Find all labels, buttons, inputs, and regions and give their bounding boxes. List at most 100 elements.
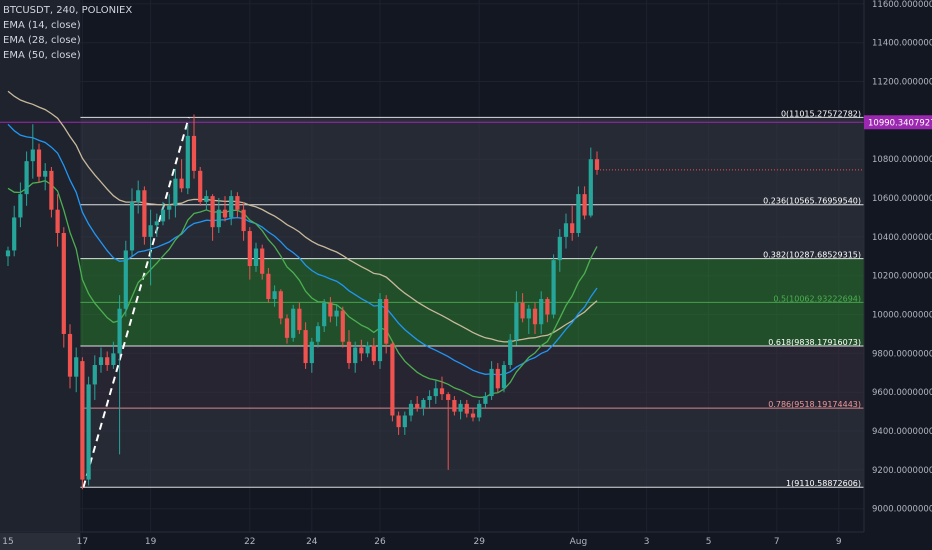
candle-body xyxy=(204,196,209,202)
candle-body xyxy=(483,396,488,404)
candle-body xyxy=(384,299,389,344)
candle-body xyxy=(520,302,525,319)
candle-body xyxy=(291,308,296,338)
candle-body xyxy=(216,209,221,228)
candle-body xyxy=(594,159,600,170)
candle-body xyxy=(198,170,203,202)
candle-body xyxy=(452,399,457,412)
candle-body xyxy=(470,413,476,418)
candle-body xyxy=(582,194,587,216)
ema-50-label[interactable]: EMA (50, close) xyxy=(3,50,81,61)
candle-body xyxy=(266,273,271,300)
candle-body xyxy=(173,178,178,206)
candle-body xyxy=(222,209,228,218)
price-tick-label: 9800.00000000 xyxy=(872,349,932,359)
price-marker-label: 10990.34079276 xyxy=(868,118,932,128)
candle-body xyxy=(18,194,23,218)
candle-body xyxy=(5,250,11,257)
candle-body xyxy=(421,399,426,408)
candle-body xyxy=(340,310,345,342)
fib-level-label: 0.786(9518.19174443) xyxy=(768,400,861,409)
time-tick-label: 3 xyxy=(644,537,650,547)
time-tick-label: 15 xyxy=(2,537,13,547)
price-tick-label: 11400.00000000 xyxy=(872,39,932,49)
candle-body xyxy=(532,308,538,325)
candle-body xyxy=(551,260,556,315)
price-tick-label: 9600.00000000 xyxy=(872,388,932,398)
candle-body xyxy=(229,196,234,218)
candle-body xyxy=(328,302,333,317)
candle-body xyxy=(322,302,327,327)
candle-body xyxy=(415,403,420,408)
price-tick-label: 9200.00000000 xyxy=(872,466,932,476)
candle-body xyxy=(36,149,42,177)
fib-zone xyxy=(80,345,864,409)
candle-body xyxy=(241,209,246,232)
fib-zone xyxy=(80,302,864,346)
fib-zone xyxy=(80,117,864,205)
ema-50-line xyxy=(7,90,598,343)
selection-shade xyxy=(0,0,81,532)
price-tick-label: 10000.00000000 xyxy=(872,311,932,321)
candle-body xyxy=(185,135,190,189)
candle-body xyxy=(136,190,141,202)
candle-body xyxy=(508,339,513,366)
candle-body xyxy=(489,368,494,397)
candle-body xyxy=(439,388,445,395)
candle-body xyxy=(154,221,159,226)
time-tick-label: 9 xyxy=(836,537,842,547)
price-marker-badge xyxy=(864,115,932,130)
candle-body xyxy=(309,341,314,364)
candle-body xyxy=(142,190,147,237)
candle-body xyxy=(371,345,376,362)
fib-trend-line xyxy=(82,117,190,488)
candle-body xyxy=(390,343,395,416)
candle-body xyxy=(80,361,85,480)
price-tick-label: 9000.00000000 xyxy=(872,505,932,515)
time-axis[interactable]: 15 17 19 22 24 26 29 Aug 3 5 7 9 xyxy=(0,531,864,550)
candle-body xyxy=(539,299,544,325)
candle-body xyxy=(396,415,401,428)
time-tick-label: 17 xyxy=(77,537,88,547)
candle-body xyxy=(427,396,432,400)
candle-body xyxy=(160,209,166,222)
candle-body xyxy=(514,302,519,340)
candle-body xyxy=(346,341,352,364)
candle-body xyxy=(297,308,302,331)
fib-zone xyxy=(80,258,864,303)
candle-body xyxy=(408,403,414,416)
price-tick-label: 10800.00000000 xyxy=(872,155,932,165)
price-tick-label: 9400.00000000 xyxy=(872,427,932,437)
trend-line[interactable] xyxy=(82,117,190,488)
ema-28-label[interactable]: EMA (28, close) xyxy=(3,35,81,46)
candle-body xyxy=(260,248,265,274)
candle-body xyxy=(123,250,128,309)
time-tick-label: 19 xyxy=(145,537,157,547)
candle-body xyxy=(365,345,370,354)
fib-level-label: 0.618(9838.17916073) xyxy=(768,338,861,347)
candle-body xyxy=(210,196,215,228)
fibonacci-levels[interactable] xyxy=(0,116,864,488)
candle-body xyxy=(588,159,593,216)
fibonacci-labels: 0(11015.27572782) 0.236(10565.76959540) 0.… xyxy=(763,109,861,488)
candle-body xyxy=(359,347,364,354)
candle-body xyxy=(191,135,197,171)
candle-body xyxy=(167,205,172,210)
candlesticks xyxy=(5,114,600,490)
time-tick-label: 7 xyxy=(774,537,780,547)
candle-body xyxy=(12,217,17,251)
candle-body xyxy=(92,365,97,385)
candle-body xyxy=(43,170,48,177)
candle-body xyxy=(74,357,79,377)
fib-level-label: 0(11015.27572782) xyxy=(781,109,861,118)
ema-14-label[interactable]: EMA (14, close) xyxy=(3,20,81,31)
candle-body xyxy=(495,368,500,389)
candle-body xyxy=(303,330,308,364)
candle-body xyxy=(247,231,252,266)
time-tick-label: 24 xyxy=(306,537,318,547)
candle-body xyxy=(446,394,451,400)
candle-body xyxy=(501,365,507,389)
price-axis[interactable]: 9000.00000000 9200.00000000 9400.00000000 9… xyxy=(863,0,932,532)
price-tick-label: 11600.00000000 xyxy=(872,0,932,10)
